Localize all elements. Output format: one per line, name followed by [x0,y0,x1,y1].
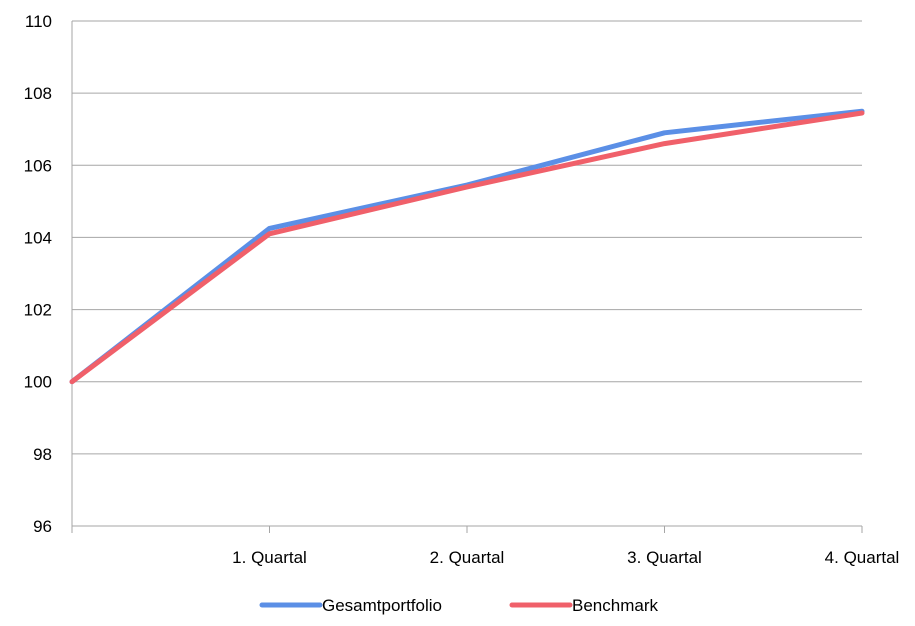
x-tick-label: 1. Quartal [232,548,307,567]
legend-label: Benchmark [572,596,658,615]
legend-label: Gesamtportfolio [322,596,442,615]
x-tick-label: 4. Quartal [825,548,900,567]
gridlines [72,20,862,527]
x-tick-label: 3. Quartal [627,548,702,567]
y-tick-label: 98 [33,445,52,464]
series-line-benchmark [69,110,865,385]
axes: 96 98 100 102 104 106 108 110 1. Quartal 2. Quart… [24,12,900,567]
y-tick-label: 100 [24,373,52,392]
y-tick-label: 104 [24,228,52,247]
series-lines [69,108,865,385]
y-tick-label: 110 [25,12,52,31]
y-tick-label: 108 [24,84,52,103]
y-tick-label: 106 [24,156,52,175]
legend: Gesamtportfolio Benchmark [259,596,658,615]
x-tick-label: 2. Quartal [430,548,505,567]
series-line-gesamtportfolio [69,108,865,385]
y-tick-label: 102 [24,301,52,320]
y-tick-label: 96 [33,517,52,536]
